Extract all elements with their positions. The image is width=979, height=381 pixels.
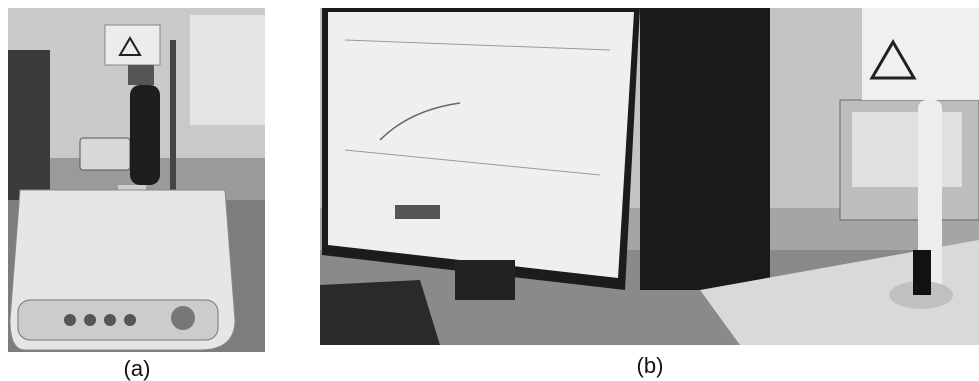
panel-label: (b) xyxy=(637,353,664,378)
photo-b xyxy=(320,8,979,345)
panel-label: (a) xyxy=(124,356,151,381)
photo-a xyxy=(8,8,265,352)
figure: (a) (b) xyxy=(0,0,979,381)
